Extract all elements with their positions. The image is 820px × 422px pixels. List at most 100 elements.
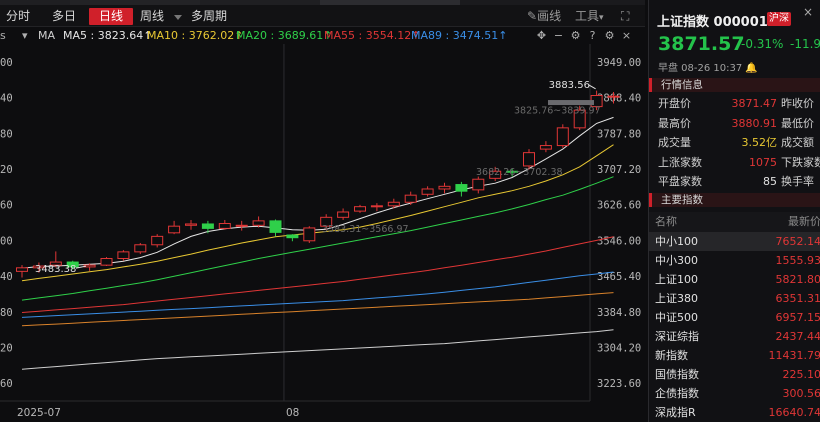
draw-line-button[interactable]: ✎画线 bbox=[527, 9, 562, 23]
index-row[interactable]: 企债指数 300.56 bbox=[649, 384, 820, 403]
index-value: 11431.79 bbox=[768, 349, 820, 362]
tab-multi-day[interactable]: 多日 bbox=[51, 9, 76, 23]
quote-label: 最高价 bbox=[658, 116, 691, 130]
candle-body bbox=[320, 216, 333, 227]
tab-intraday[interactable]: 分时 bbox=[5, 9, 30, 23]
quote-value: 1075 bbox=[749, 155, 777, 169]
quote-panel: 上证指数 000001 沪深 × 3871.57 -0.31% -11.99 早… bbox=[648, 0, 820, 422]
y-tick-label: 3626.60 bbox=[597, 200, 641, 212]
left-tick-label: 00 bbox=[0, 57, 13, 69]
chart-background bbox=[0, 44, 645, 422]
tab-fragment[interactable] bbox=[0, 0, 70, 5]
quote-value: 3.52亿 bbox=[741, 136, 778, 149]
fullscreen-icon[interactable]: ⛶ bbox=[621, 9, 630, 23]
index-row[interactable]: 中证500 6957.15 bbox=[649, 308, 820, 327]
quote-label-secondary: 换手率 bbox=[781, 175, 814, 188]
ma-line bbox=[21, 271, 614, 318]
question-icon[interactable]: ? bbox=[589, 29, 596, 42]
index-name: 中小300 bbox=[655, 254, 698, 267]
gear-icon[interactable]: ⚙ bbox=[604, 29, 615, 42]
tools-button[interactable]: 工具▾ bbox=[575, 9, 604, 23]
ma20-label: MA20 : 3689.61↑ bbox=[236, 29, 333, 42]
change-percent: -0.31% bbox=[741, 37, 784, 51]
chart-controls: ✥ − ⚙? ⚙ × bbox=[533, 27, 635, 44]
tab-weekly[interactable]: 周线 bbox=[139, 9, 164, 23]
ma-settings-icon[interactable]: s bbox=[0, 29, 6, 42]
quote-row: 最高价 3880.91 最低价 bbox=[649, 114, 820, 133]
candle-body bbox=[607, 95, 620, 98]
minus-icon[interactable]: − bbox=[553, 29, 564, 42]
index-row[interactable]: 上证380 6351.31 bbox=[649, 289, 820, 308]
pen-icon: ✎ bbox=[527, 9, 538, 23]
quote-label: 成交量 bbox=[658, 136, 691, 149]
tab-fragment[interactable] bbox=[70, 0, 200, 5]
kline-chart[interactable]: 3949.00 00 3868.40 40 3787.80 80 3707.20 20 3626… bbox=[0, 44, 645, 422]
index-row[interactable]: 中小300 1555.93 bbox=[649, 251, 820, 270]
candle-body bbox=[218, 223, 231, 229]
index-row[interactable]: 上证100 5821.80 bbox=[649, 270, 820, 289]
tab-multi-period[interactable]: 多周期 bbox=[190, 9, 227, 23]
close-icon[interactable]: × bbox=[621, 29, 632, 42]
quote-row: 上涨家数 1075 下跌家数 bbox=[649, 153, 820, 172]
candle-body bbox=[49, 261, 62, 266]
chevron-down-icon[interactable] bbox=[174, 15, 182, 20]
y-tick-label: 3868.40 bbox=[597, 93, 641, 105]
range-annotation: 3682.26~3702.38 bbox=[476, 167, 563, 178]
candle-body bbox=[151, 235, 164, 246]
y-tick-label: 3384.80 bbox=[597, 307, 641, 319]
left-tick-label: 60 bbox=[0, 200, 13, 212]
candle-body bbox=[235, 224, 248, 227]
ma55-label: MA55 : 3554.12↑ bbox=[324, 29, 421, 42]
col-latest[interactable]: 最新价 bbox=[788, 215, 820, 228]
x-tick-label: 2025-07 bbox=[17, 407, 61, 419]
ma-prefix: MA bbox=[38, 29, 56, 42]
security-title: 上证指数 000001 bbox=[657, 15, 768, 30]
index-row[interactable]: 深成指R 16640.74 bbox=[649, 403, 820, 422]
ma10-label: MA10 : 3762.02↑ bbox=[147, 29, 244, 42]
candle-body bbox=[100, 258, 113, 266]
index-value: 7652.14 bbox=[775, 235, 820, 248]
bell-icon[interactable]: 🔔 bbox=[745, 63, 758, 74]
col-name[interactable]: 名称 bbox=[655, 215, 677, 228]
window-tab-strip bbox=[0, 0, 645, 5]
candle-body bbox=[506, 170, 519, 173]
indices-header: 名称 最新价 bbox=[649, 212, 820, 232]
index-value: 5821.80 bbox=[775, 273, 820, 286]
move-icon[interactable]: ✥ bbox=[536, 29, 547, 42]
y-tick-label: 3787.80 bbox=[597, 128, 641, 140]
tab-fragment[interactable] bbox=[200, 0, 320, 5]
chevron-down-icon[interactable]: ▾ bbox=[22, 29, 28, 42]
ma-line bbox=[21, 329, 614, 370]
candle-body bbox=[489, 170, 502, 179]
candle-body bbox=[337, 211, 350, 218]
index-value: 6957.15 bbox=[775, 311, 820, 324]
candle-body bbox=[539, 145, 552, 150]
candle-body bbox=[16, 267, 28, 272]
quote-row: 成交量 3.52亿 成交额 bbox=[649, 133, 820, 152]
index-row[interactable]: 深证综指 2437.44 bbox=[649, 327, 820, 346]
y-tick-label: 3304.20 bbox=[597, 342, 641, 354]
candle-body bbox=[168, 225, 181, 234]
close-icon[interactable]: × bbox=[802, 5, 813, 19]
candle-body bbox=[117, 251, 130, 260]
low-annotation: 3483.38 bbox=[35, 264, 76, 275]
index-row[interactable]: 中小100 7652.14 bbox=[649, 232, 820, 251]
index-row[interactable]: 国债指数 225.10 bbox=[649, 365, 820, 384]
index-row[interactable]: 新指数 11431.79 bbox=[649, 346, 820, 365]
left-tick-label: 40 bbox=[0, 271, 13, 283]
settings-icon[interactable]: ⚙ bbox=[570, 29, 581, 42]
quote-value: 3871.47 bbox=[731, 97, 778, 110]
y-tick-label: 3949.00 bbox=[597, 57, 641, 69]
tab-daily[interactable]: 日线 bbox=[89, 8, 133, 25]
candle-body bbox=[455, 184, 468, 192]
candle-body bbox=[32, 265, 45, 269]
candle-body bbox=[252, 220, 265, 226]
quote-value: 3880.91 bbox=[731, 116, 778, 130]
candle-body bbox=[286, 234, 299, 239]
current-price-marker bbox=[548, 100, 594, 106]
y-tick-label: 3223.60 bbox=[597, 378, 641, 390]
candle-body bbox=[573, 109, 586, 129]
candle-body bbox=[201, 223, 214, 229]
x-tick-label: 08 bbox=[286, 407, 299, 419]
tab-fragment[interactable] bbox=[320, 0, 460, 5]
